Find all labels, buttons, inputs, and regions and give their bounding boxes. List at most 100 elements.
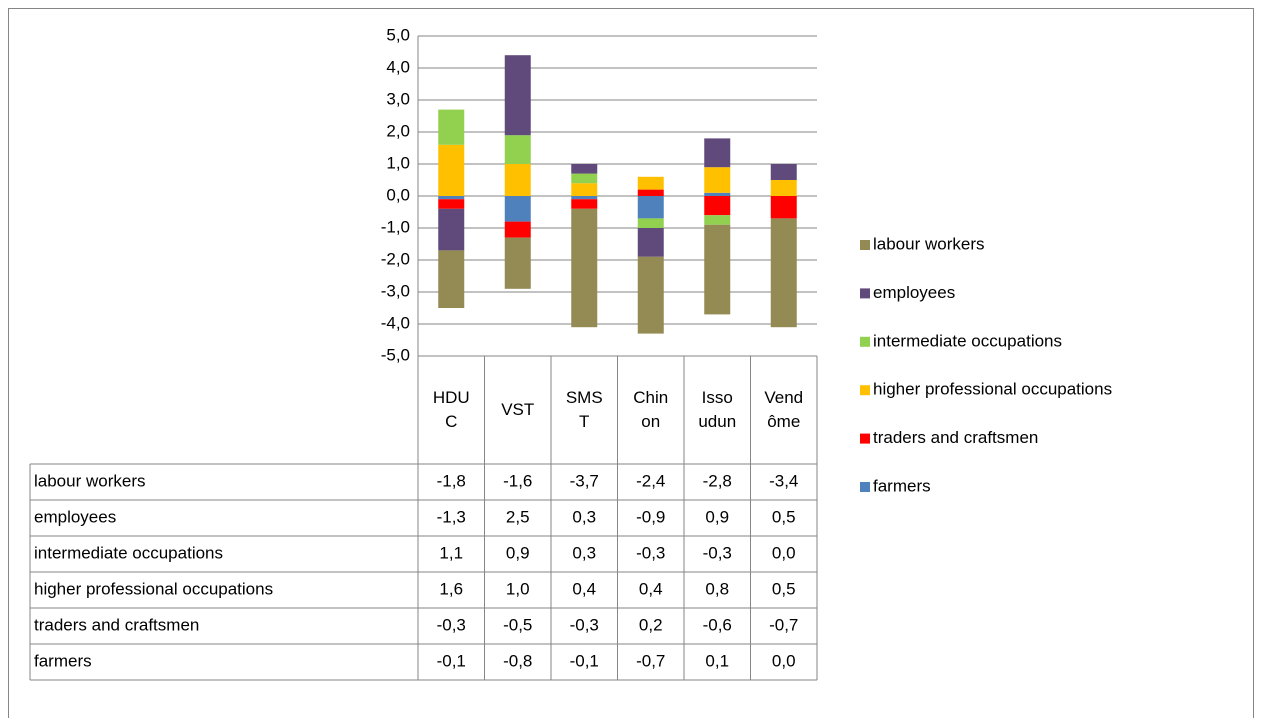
table-value: -0,1 [437,651,466,670]
category-cell: Vendôme [764,388,804,431]
category-cell: HDUC [433,388,470,431]
table-value: -2,8 [703,471,732,490]
table-value: 0,9 [506,543,530,562]
category-cell: SMST [565,388,603,431]
x-tick-label: Vendôme [764,388,804,431]
table-value: 0,4 [639,579,663,598]
bar-segment [571,164,598,174]
row-label: labour workers [34,471,146,490]
bar-segment [504,196,531,222]
legend-label: labour workers [873,234,985,253]
bar-segment [770,218,797,328]
bar-segment [571,208,598,328]
bar-segment [637,176,664,190]
bar-segment [637,189,664,196]
legend-swatch [860,385,870,396]
category-cell: Issoudun [698,388,737,431]
table-value: -0,1 [570,651,599,670]
row-label: employees [34,507,116,526]
legend-label: employees [873,283,955,302]
y-tick-label: -3,0 [381,281,410,300]
table-value: -2,4 [636,471,665,490]
legend-swatch [860,482,870,492]
bar-segment [637,228,664,257]
bar-segment [704,224,731,315]
y-tick-label: 3,0 [386,89,410,108]
x-tick-label: Chinon [633,388,669,431]
category-cell: VST [501,400,535,419]
legend-swatch [860,288,870,299]
bar-segment [770,196,797,219]
table-value: 0,3 [572,507,596,526]
table-value: -0,5 [503,615,532,634]
bar-segment [770,164,797,180]
x-tick-label: SMST [565,388,603,431]
table-value: -3,7 [570,471,599,490]
bar-segment [504,135,531,164]
y-tick-label: -4,0 [381,313,410,332]
x-tick-label: VST [501,400,535,419]
table-value: 1,1 [439,543,463,562]
bar-segment [704,138,731,168]
bar-segment [704,215,731,225]
bar-segment [438,208,465,251]
legend-swatch [860,336,870,347]
bar-segment [504,164,531,196]
table-value: -0,3 [703,543,732,562]
row-label: traders and craftsmen [34,615,199,634]
bar-segment [571,199,598,209]
table-value: 0,4 [572,579,596,598]
bar-segment [438,199,465,209]
bar-segment [637,256,664,334]
bar-segment [438,144,465,196]
table-value: 0,9 [705,507,729,526]
bar-segment [571,196,598,200]
x-tick-label: Issoudun [698,388,737,431]
y-tick-label: 5,0 [386,25,410,44]
table-value: -0,9 [636,507,665,526]
y-tick-label: 1,0 [386,153,410,172]
bar-segment [571,183,598,196]
bar-segment [504,237,531,289]
y-tick-label: -1,0 [381,217,410,236]
table-value: 0,0 [772,651,796,670]
table-value: 0,5 [772,507,796,526]
bar-segment [637,218,664,228]
bar-segment [704,167,731,193]
y-tick-label: -5,0 [381,345,410,364]
legend-label: farmers [873,476,931,495]
bar-segment [504,221,531,238]
y-tick-label: 4,0 [386,57,410,76]
table-value: -3,4 [769,471,798,490]
bar-segment [704,192,731,196]
row-label: intermediate occupations [34,543,223,562]
bar-segment [438,196,465,200]
table-value: 0,8 [705,579,729,598]
chart-frame [8,8,1254,718]
table-value: -1,6 [503,471,532,490]
legend-label: traders and craftsmen [873,428,1038,447]
bar-segment [504,55,531,136]
table-value: 0,3 [572,543,596,562]
bar-segment [704,196,731,216]
table-value: 1,6 [439,579,463,598]
table-value: -0,7 [769,615,798,634]
table-value: 0,2 [639,615,663,634]
legend-swatch [860,433,870,444]
table-value: -0,3 [437,615,466,634]
table-value: -1,8 [437,471,466,490]
table-value: -0,8 [503,651,532,670]
table-value: 0,5 [772,579,796,598]
table-value: 0,1 [705,651,729,670]
table-value: 1,0 [506,579,530,598]
table-value: -0,6 [703,615,732,634]
legend-swatch [860,240,870,250]
table-value: -0,3 [636,543,665,562]
bar-segment [438,109,465,145]
bar-segment [571,173,598,184]
bar-segment [770,180,797,196]
row-label: farmers [34,651,92,670]
table-value: 0,0 [772,543,796,562]
bar-segment [438,250,465,308]
